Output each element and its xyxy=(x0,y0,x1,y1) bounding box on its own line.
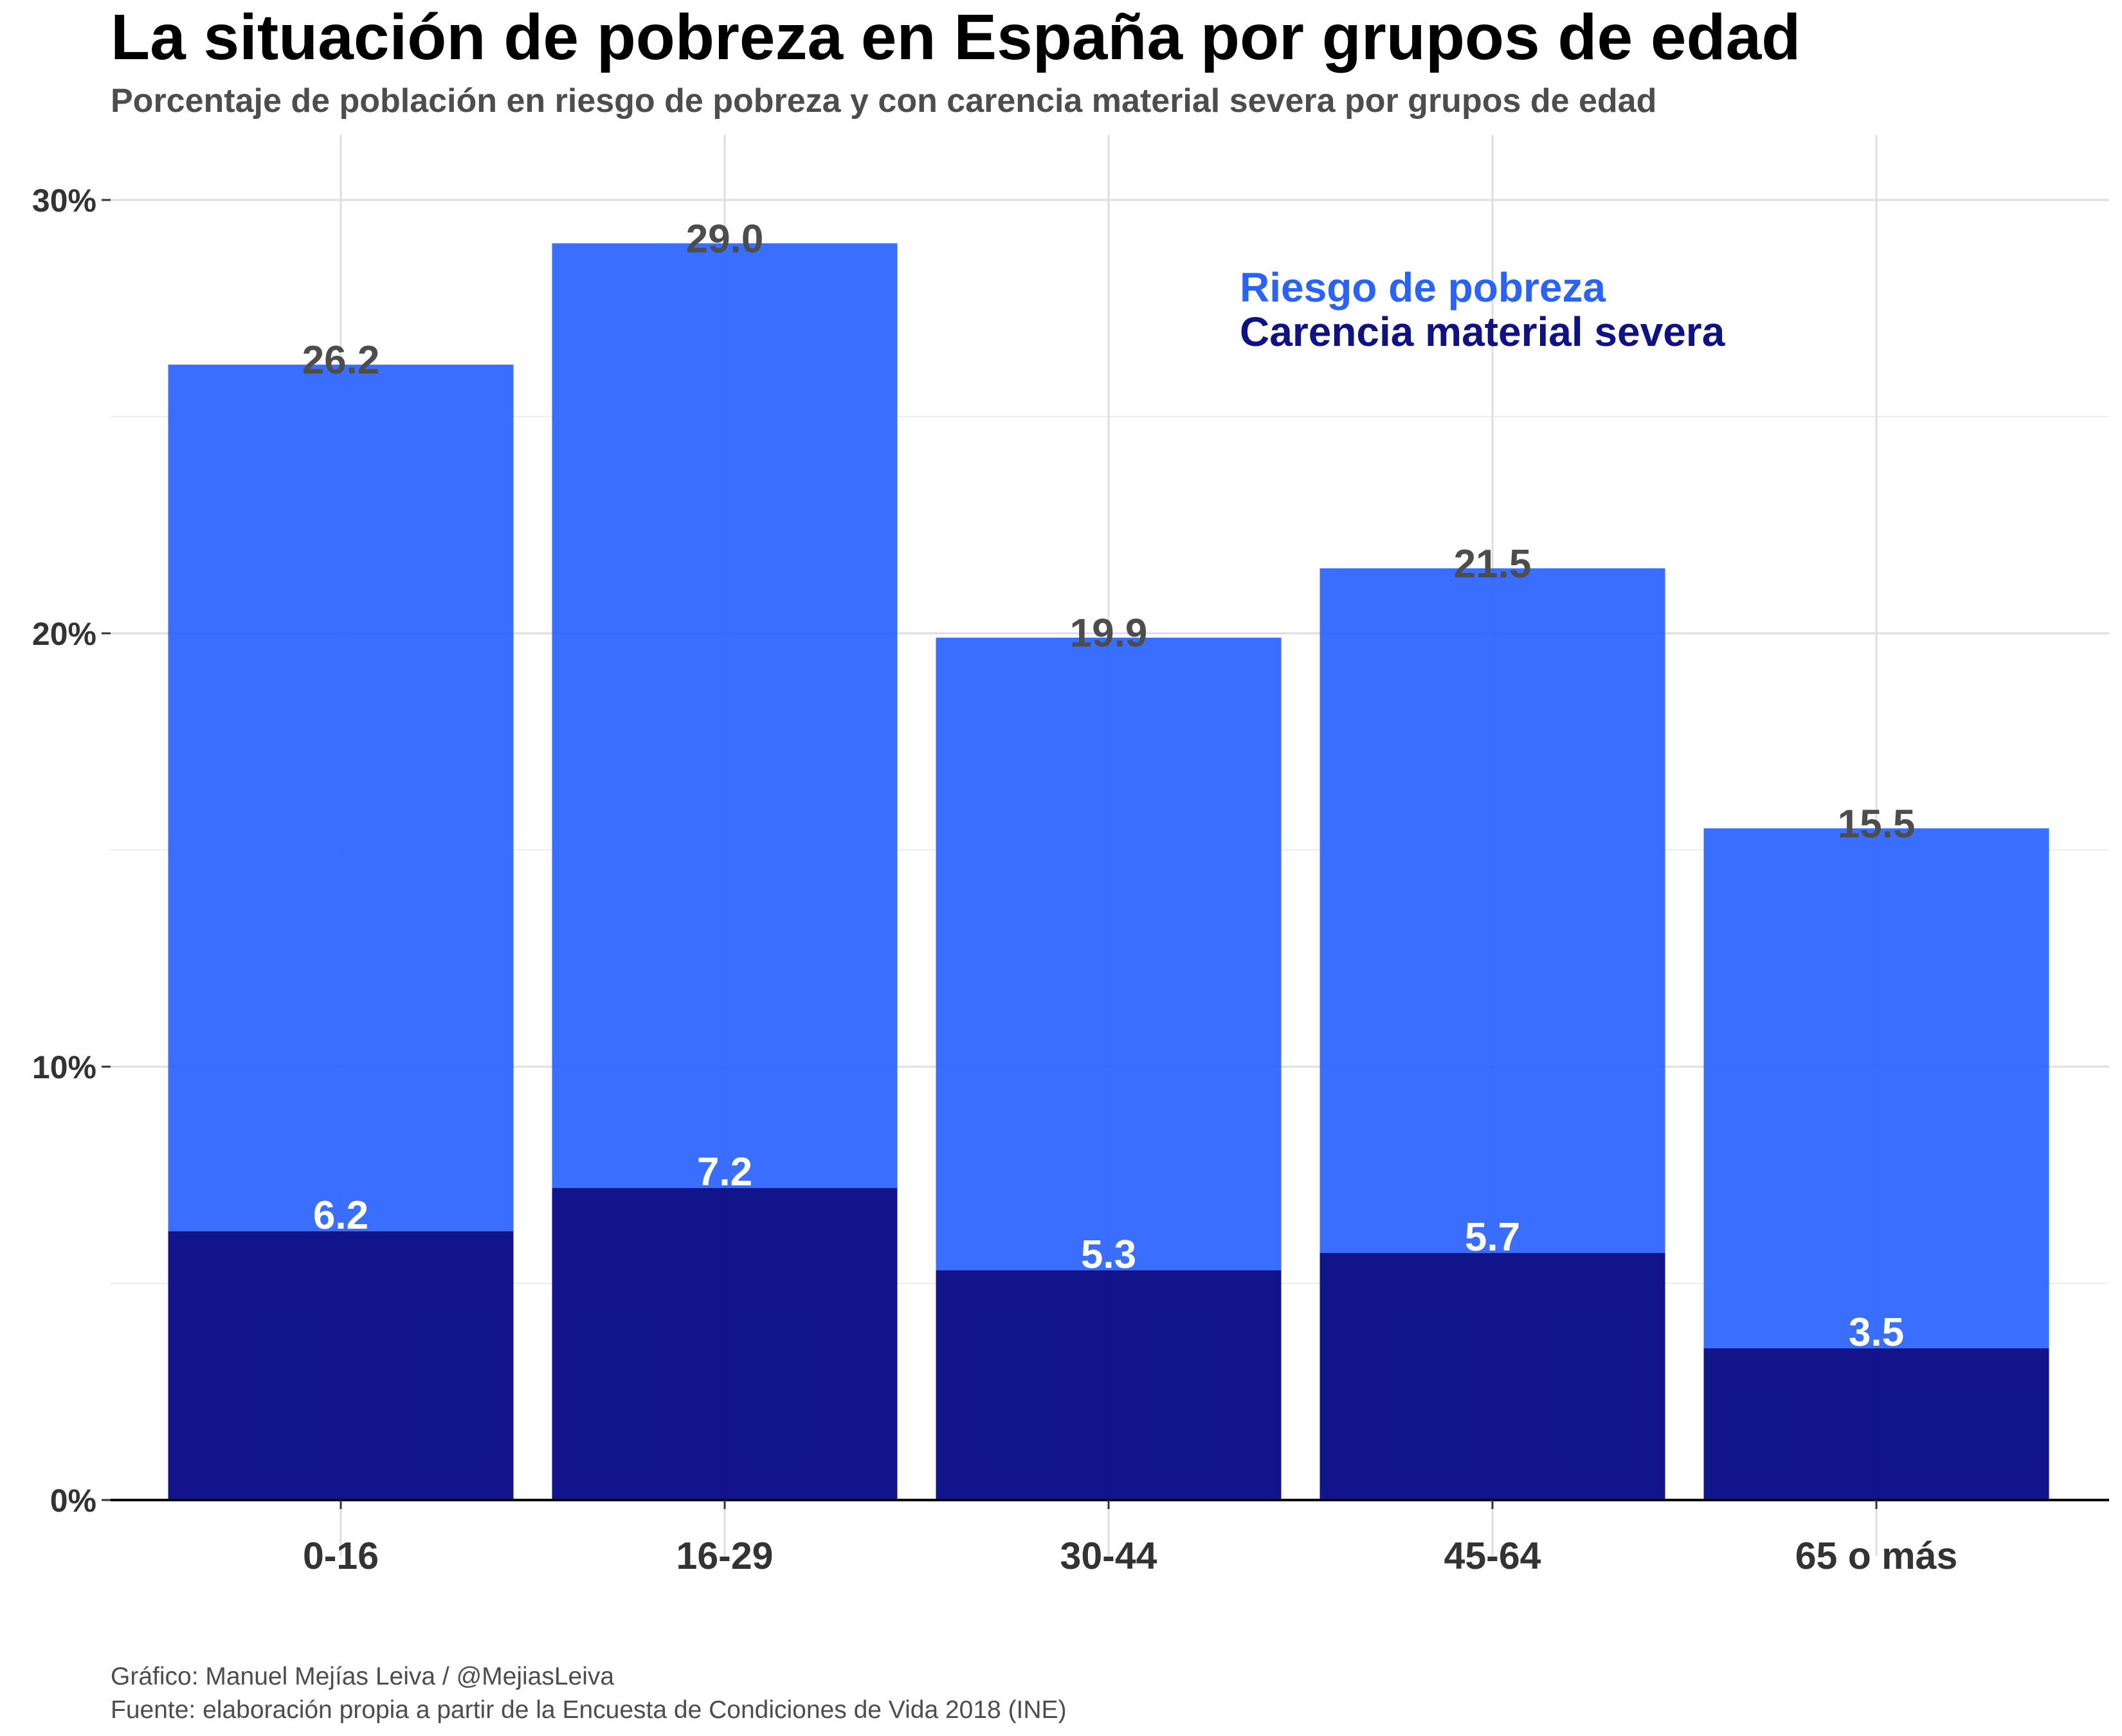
data-label-carencia-0: 6.2 xyxy=(313,1193,368,1238)
legend: Riesgo de pobreza Carencia material seve… xyxy=(1240,264,1725,355)
data-label-carencia-4: 3.5 xyxy=(1849,1310,1904,1355)
data-label-riesgo-2: 19.9 xyxy=(1070,611,1148,656)
y-tick-label: 0% xyxy=(50,1483,96,1519)
y-tick-label: 10% xyxy=(32,1049,96,1085)
chart-title: La situación de pobreza en España por gr… xyxy=(111,1,1800,73)
data-label-riesgo-1: 29.0 xyxy=(686,217,764,261)
y-tick-label: 30% xyxy=(32,183,96,219)
x-tick-label: 45-64 xyxy=(1444,1535,1541,1577)
caption-credit: Gráfico: Manuel Mejías Leiva / @MejiasLe… xyxy=(111,1663,614,1690)
data-label-riesgo-3: 21.5 xyxy=(1454,542,1532,586)
chart-subtitle: Porcentaje de población en riesgo de pob… xyxy=(111,82,1656,120)
bar-carencia-4 xyxy=(1703,1348,2049,1500)
bar-carencia-2 xyxy=(936,1270,1282,1500)
bar-carencia-3 xyxy=(1319,1252,1665,1500)
x-tick-label: 0-16 xyxy=(303,1535,379,1577)
data-labels: 26.2 29.0 19.9 21.5 15.5 6.2 7.2 5.3 5.7 3.5 xyxy=(302,217,1916,1355)
bars xyxy=(168,243,2049,1500)
data-label-riesgo-0: 26.2 xyxy=(302,338,380,383)
axes: 0% 10% 20% 30% 0-16 16-29 30-44 45-64 65 o más xyxy=(32,183,2109,1577)
bar-carencia-1 xyxy=(552,1188,898,1500)
data-label-carencia-2: 5.3 xyxy=(1081,1233,1136,1277)
y-tick-label: 20% xyxy=(32,616,96,652)
legend-item-riesgo-de-pobreza: Riesgo de pobreza xyxy=(1240,264,1606,311)
bar-carencia-0 xyxy=(168,1231,514,1500)
data-label-riesgo-4: 15.5 xyxy=(1838,802,1916,846)
data-label-carencia-3: 5.7 xyxy=(1465,1215,1520,1260)
legend-item-carencia-material-severa: Carencia material severa xyxy=(1240,309,1725,355)
data-label-carencia-1: 7.2 xyxy=(697,1150,752,1195)
caption-source: Fuente: elaboración propia a partir de l… xyxy=(111,1696,1067,1724)
x-tick-label: 16-29 xyxy=(676,1535,774,1577)
x-tick-label: 30-44 xyxy=(1060,1535,1157,1577)
x-tick-label: 65 o más xyxy=(1795,1535,1958,1577)
